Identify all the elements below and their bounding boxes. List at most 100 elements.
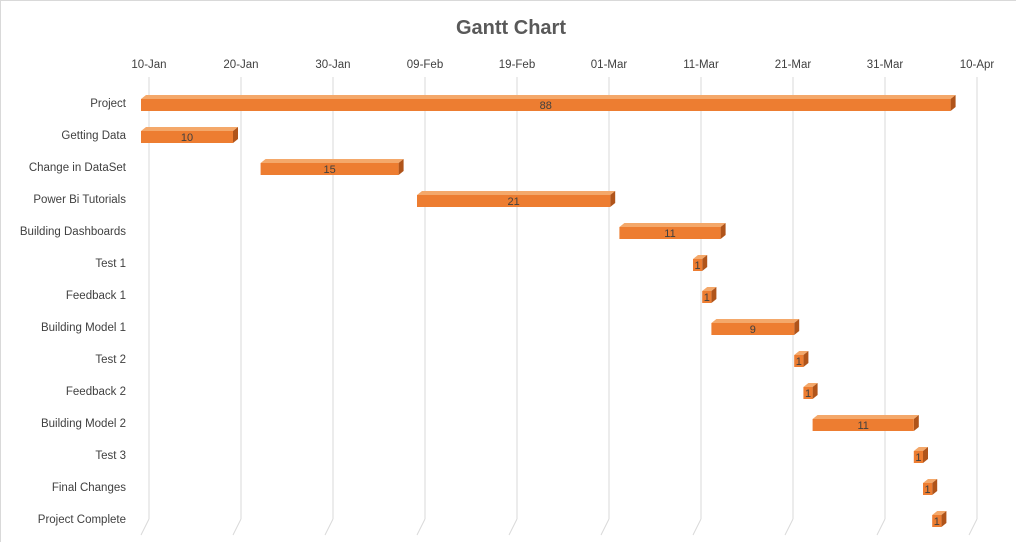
data-label: 1 (925, 484, 931, 496)
bar-top-face (260, 159, 404, 163)
bar-side-face (950, 95, 956, 111)
bar-top-face (417, 191, 616, 195)
task-label: Project (90, 98, 127, 110)
task-label: Power Bi Tutorials (33, 194, 126, 206)
task-bar: 1 (693, 255, 708, 272)
task-label: Test 2 (95, 354, 126, 366)
bar-front-face (260, 163, 399, 175)
data-label: 9 (750, 324, 756, 336)
task-bar: 11 (812, 415, 919, 432)
bar-front-face (913, 451, 923, 463)
bar-top-face (711, 319, 800, 323)
bar-side-face (794, 319, 800, 335)
data-label: 1 (915, 452, 921, 464)
gridline-floor (784, 518, 794, 536)
bar-top-face (812, 415, 919, 419)
x-tick-label: 20-Jan (223, 59, 258, 71)
bar-side-face (711, 287, 717, 303)
x-tick-label: 10-Jan (131, 59, 166, 71)
x-tick-label: 31-Mar (867, 59, 904, 71)
bar-top-face (913, 447, 928, 451)
bar-front-face (619, 227, 721, 239)
bar-front-face (932, 515, 942, 527)
bar-front-face (141, 131, 233, 143)
gridline-floor (876, 518, 886, 536)
data-label: 11 (664, 228, 675, 240)
task-bar: 11 (619, 223, 726, 240)
gridline-floor (140, 518, 150, 536)
data-label: 15 (323, 164, 335, 176)
bar-side-face (803, 351, 809, 367)
task-bar: 88 (141, 95, 956, 112)
task-bar: 1 (702, 287, 717, 304)
task-label: Project Complete (38, 514, 126, 526)
data-label: 1 (704, 292, 710, 304)
x-tick-label: 09-Feb (407, 59, 443, 71)
bar-front-face (693, 259, 703, 271)
x-tick-label: 01-Mar (591, 59, 628, 71)
data-label: 10 (181, 132, 193, 144)
bar-front-face (141, 99, 951, 111)
data-label: 1 (934, 516, 940, 528)
task-label: Building Dashboards (20, 226, 126, 238)
task-labels: Project Getting Data Change in DataSet Powe… (20, 98, 127, 526)
gridlines (140, 77, 978, 536)
task-bar: 1 (794, 351, 809, 368)
bar-top-face (923, 479, 938, 483)
task-label: Test 1 (95, 258, 126, 270)
bar-side-face (932, 479, 938, 495)
bar-side-face (233, 127, 238, 143)
gridline-floor (324, 518, 334, 536)
task-bar: 1 (932, 511, 947, 528)
bar-top-face (794, 351, 809, 355)
bar-front-face (794, 355, 804, 367)
data-label: 1 (695, 260, 701, 272)
bar-side-face (398, 159, 404, 175)
task-bar: 1 (923, 479, 938, 496)
task-bar: 10 (141, 127, 238, 144)
data-label: 11 (857, 420, 868, 432)
bar-front-face (803, 387, 813, 399)
task-label: Change in DataSet (29, 162, 127, 174)
task-label: Feedback 2 (66, 386, 126, 398)
bar-side-face (923, 447, 928, 463)
bar-side-face (720, 223, 726, 239)
x-tick-label: 19-Feb (499, 59, 535, 71)
bar-top-face (803, 383, 818, 387)
chart-title: Gantt Chart (456, 17, 566, 39)
task-label: Test 3 (95, 450, 126, 462)
task-bar: 1 (913, 447, 928, 464)
task-bar: 21 (417, 191, 616, 208)
bar-front-face (812, 419, 914, 431)
bar-front-face (417, 195, 611, 207)
bar-side-face (702, 255, 708, 271)
gridline-floor (600, 518, 610, 536)
data-label: 88 (540, 100, 552, 112)
bar-front-face (702, 291, 712, 303)
bar-front-face (711, 323, 795, 335)
bar-side-face (941, 511, 947, 527)
data-label: 1 (796, 356, 802, 368)
task-label: Feedback 1 (66, 290, 126, 302)
x-tick-label: 30-Jan (315, 59, 350, 71)
bar-top-face (693, 255, 708, 259)
gridline-floor (692, 518, 702, 536)
bar-side-face (913, 415, 919, 431)
task-label: Building Model 2 (41, 418, 126, 430)
bar-top-face (932, 511, 947, 515)
x-tick-label: 21-Mar (775, 59, 812, 71)
task-bar: 15 (260, 159, 404, 176)
x-axis-ticks: 10-Jan 20-Jan 30-Jan 09-Feb 19-Feb 01-Mar 11-M… (131, 59, 994, 71)
gridline-floor (416, 518, 426, 536)
bar-side-face (610, 191, 616, 207)
bar-side-face (812, 383, 818, 399)
bar-top-face (141, 127, 238, 131)
x-tick-label: 10-Apr (960, 59, 995, 71)
task-label: Building Model 1 (41, 322, 126, 334)
task-bar: 1 (803, 383, 818, 400)
gridline-floor (232, 518, 242, 536)
bar-top-face (702, 287, 717, 291)
